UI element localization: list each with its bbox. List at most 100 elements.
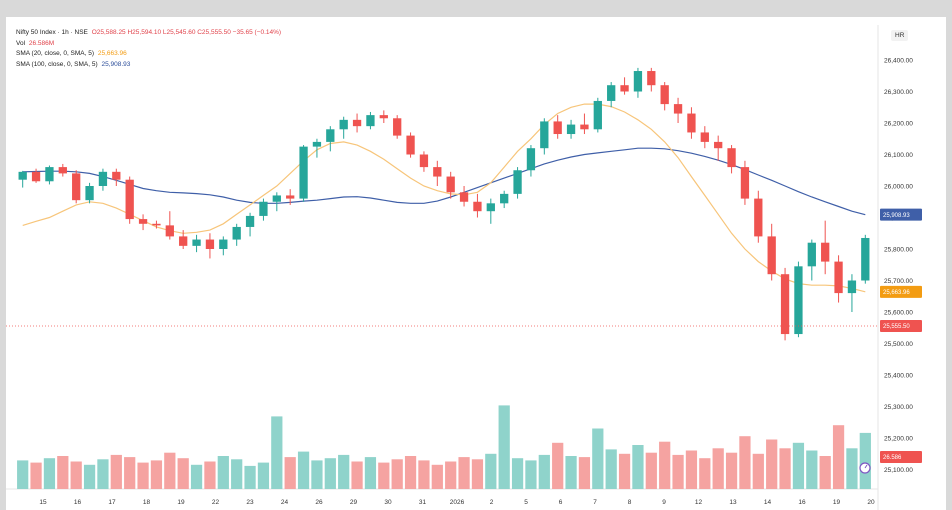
candle-body[interactable] xyxy=(526,148,536,171)
candle-body[interactable] xyxy=(847,280,857,294)
volume-bar xyxy=(404,456,417,489)
candle-body[interactable] xyxy=(286,195,295,199)
volume-bar xyxy=(351,461,363,489)
candle-body[interactable] xyxy=(366,115,375,127)
legend-sma100-line[interactable]: SMA (100, close, 0, SMA, 5) 25,908.93 xyxy=(16,60,281,71)
volume-bar xyxy=(859,432,871,489)
y-tick-label: 25,500.00 xyxy=(884,341,913,348)
candle-body[interactable] xyxy=(673,104,683,114)
candle-body[interactable] xyxy=(687,113,696,133)
candle-body[interactable] xyxy=(219,239,228,249)
candle-body[interactable] xyxy=(607,85,616,101)
candle-body[interactable] xyxy=(540,121,549,149)
sma20-value: 25,663.96 xyxy=(97,50,127,57)
y-tick-label: 25,300.00 xyxy=(884,404,913,411)
candle-body[interactable] xyxy=(138,219,148,224)
candle-body[interactable] xyxy=(807,242,816,267)
candle-body[interactable] xyxy=(339,119,348,130)
volume-bar xyxy=(685,450,698,489)
candle-body[interactable] xyxy=(580,124,589,130)
price-volume-chart[interactable]: 26,400.00 26,300.00 26,200.00 26,100.00 26,0… xyxy=(6,17,946,510)
candle-body[interactable] xyxy=(419,154,429,168)
volume-bar xyxy=(819,456,831,489)
candle-body[interactable] xyxy=(112,171,121,180)
candle-body[interactable] xyxy=(379,115,388,119)
candle-body[interactable] xyxy=(31,171,41,182)
candle-body[interactable] xyxy=(433,167,442,177)
candle-body[interactable] xyxy=(125,179,134,220)
candle-body[interactable] xyxy=(794,266,803,335)
candle-body[interactable] xyxy=(165,225,174,237)
y-tick-label: 25,200.00 xyxy=(884,436,913,443)
x-tick-label: 12 xyxy=(695,499,703,506)
legend-sma20-line[interactable]: SMA (20, close, 0, SMA, 5) 25,663.96 xyxy=(16,49,281,60)
candle-body[interactable] xyxy=(593,100,602,130)
legend-symbol-line: Nifty 50 Index · 1h · NSE O25,588.25 H25… xyxy=(16,28,281,39)
volume-badge xyxy=(880,451,922,463)
volume-value: 26.586M xyxy=(28,39,55,47)
candle-body[interactable] xyxy=(486,203,495,212)
candle-body[interactable] xyxy=(18,171,27,180)
candle-body[interactable] xyxy=(393,118,402,136)
volume-bar xyxy=(445,461,457,489)
volume-bar xyxy=(204,461,216,489)
candle-body[interactable] xyxy=(299,146,308,199)
x-tick-label: 13 xyxy=(729,499,737,506)
candle-body[interactable] xyxy=(152,223,161,226)
candle-body[interactable] xyxy=(232,226,241,240)
candle-body[interactable] xyxy=(446,176,455,193)
candle-body[interactable] xyxy=(473,201,482,212)
y-tick-label: 25,700.00 xyxy=(884,278,913,285)
clock-icon-hand xyxy=(864,464,868,469)
candle-body[interactable] xyxy=(45,167,54,182)
candle-body[interactable] xyxy=(714,141,723,149)
candle-body[interactable] xyxy=(834,261,843,294)
candle-body[interactable] xyxy=(98,171,108,186)
candle-body[interactable] xyxy=(326,129,335,142)
candle-body[interactable] xyxy=(245,215,255,227)
candle-body[interactable] xyxy=(205,239,215,249)
volume-bar xyxy=(672,454,684,489)
volume-bar xyxy=(231,459,243,489)
candle-body[interactable] xyxy=(660,85,669,105)
candle-body[interactable] xyxy=(179,236,188,246)
volume-bar xyxy=(511,458,524,489)
last-price-badge xyxy=(880,320,922,333)
candle-body[interactable] xyxy=(767,236,776,275)
candle-body[interactable] xyxy=(312,141,322,147)
candle-body[interactable] xyxy=(192,239,201,246)
volume-bar xyxy=(324,458,336,489)
candle-body[interactable] xyxy=(861,237,870,281)
candle-body[interactable] xyxy=(352,119,362,127)
candle-body[interactable] xyxy=(406,135,415,155)
symbol-title: Nifty 50 Index · 1h · NSE xyxy=(16,29,88,36)
candle-body[interactable] xyxy=(727,148,736,168)
candle-body[interactable] xyxy=(780,274,790,335)
candle-body[interactable] xyxy=(821,242,830,262)
x-tick-label: 15 xyxy=(39,499,47,506)
volume-bar xyxy=(57,456,69,489)
candle-body[interactable] xyxy=(459,192,469,202)
candle-body[interactable] xyxy=(620,85,629,92)
x-tick-label: 6 xyxy=(559,499,563,506)
candle-body[interactable] xyxy=(700,132,709,142)
candle-body[interactable] xyxy=(633,71,643,92)
candle-body[interactable] xyxy=(553,121,562,135)
candle-body[interactable] xyxy=(259,201,268,216)
candle-body[interactable] xyxy=(566,124,576,135)
candle-body[interactable] xyxy=(740,167,750,199)
candle-body[interactable] xyxy=(58,167,67,174)
legend-volume-line: Vol 26.586M xyxy=(16,39,281,50)
timeframe-button[interactable]: HR xyxy=(891,30,909,41)
candle-body[interactable] xyxy=(647,71,656,86)
candle-body[interactable] xyxy=(272,195,281,202)
candle-body[interactable] xyxy=(500,193,509,204)
candle-body[interactable] xyxy=(513,170,522,194)
candle-body[interactable] xyxy=(754,198,763,237)
volume-label: Vol xyxy=(16,39,26,47)
candle-body[interactable] xyxy=(72,173,81,201)
volume-bar xyxy=(364,457,377,489)
candle-body[interactable] xyxy=(85,186,94,201)
sma100-badge-text: 25,908.93 xyxy=(883,213,910,219)
volume-bar xyxy=(712,448,724,489)
